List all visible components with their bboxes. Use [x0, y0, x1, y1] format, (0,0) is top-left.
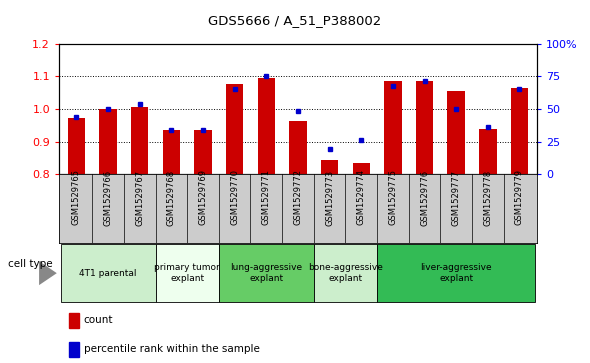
Bar — [68, 118, 85, 174]
Text: percentile rank within the sample: percentile rank within the sample — [84, 344, 260, 354]
Bar — [447, 91, 465, 174]
FancyBboxPatch shape — [314, 244, 377, 302]
Bar — [194, 130, 212, 174]
Bar — [289, 121, 307, 174]
Text: primary tumor
explant: primary tumor explant — [155, 264, 220, 283]
FancyBboxPatch shape — [61, 244, 156, 302]
Bar — [353, 163, 370, 174]
FancyBboxPatch shape — [156, 244, 219, 302]
Bar — [68, 342, 79, 357]
Bar — [99, 109, 117, 174]
Text: lung-aggressive
explant: lung-aggressive explant — [230, 264, 302, 283]
FancyBboxPatch shape — [219, 244, 314, 302]
Bar — [416, 81, 433, 174]
Text: 4T1 parental: 4T1 parental — [79, 269, 137, 278]
Text: cell type: cell type — [8, 259, 53, 269]
Bar — [226, 85, 243, 174]
Bar — [131, 107, 149, 174]
Bar — [384, 81, 402, 174]
Text: count: count — [84, 315, 113, 325]
Bar — [258, 78, 275, 174]
Bar — [511, 88, 528, 174]
Text: GDS5666 / A_51_P388002: GDS5666 / A_51_P388002 — [208, 15, 382, 28]
FancyBboxPatch shape — [377, 244, 535, 302]
Bar — [68, 313, 79, 328]
Text: liver-aggressive
explant: liver-aggressive explant — [421, 264, 492, 283]
Polygon shape — [39, 261, 57, 285]
Bar — [163, 130, 180, 174]
Bar — [479, 129, 497, 174]
Bar — [321, 160, 338, 174]
Text: bone-aggressive
explant: bone-aggressive explant — [308, 264, 383, 283]
